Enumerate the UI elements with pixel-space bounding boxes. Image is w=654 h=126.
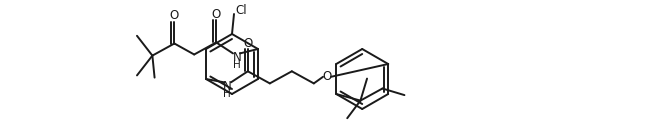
- Text: O: O: [243, 37, 252, 50]
- Text: O: O: [211, 8, 221, 21]
- Text: O: O: [322, 70, 332, 83]
- Text: H: H: [233, 60, 241, 70]
- Text: O: O: [170, 9, 179, 22]
- Text: N: N: [233, 51, 241, 64]
- Text: H: H: [223, 89, 231, 99]
- Text: Cl: Cl: [235, 4, 247, 17]
- Text: N: N: [222, 80, 232, 93]
